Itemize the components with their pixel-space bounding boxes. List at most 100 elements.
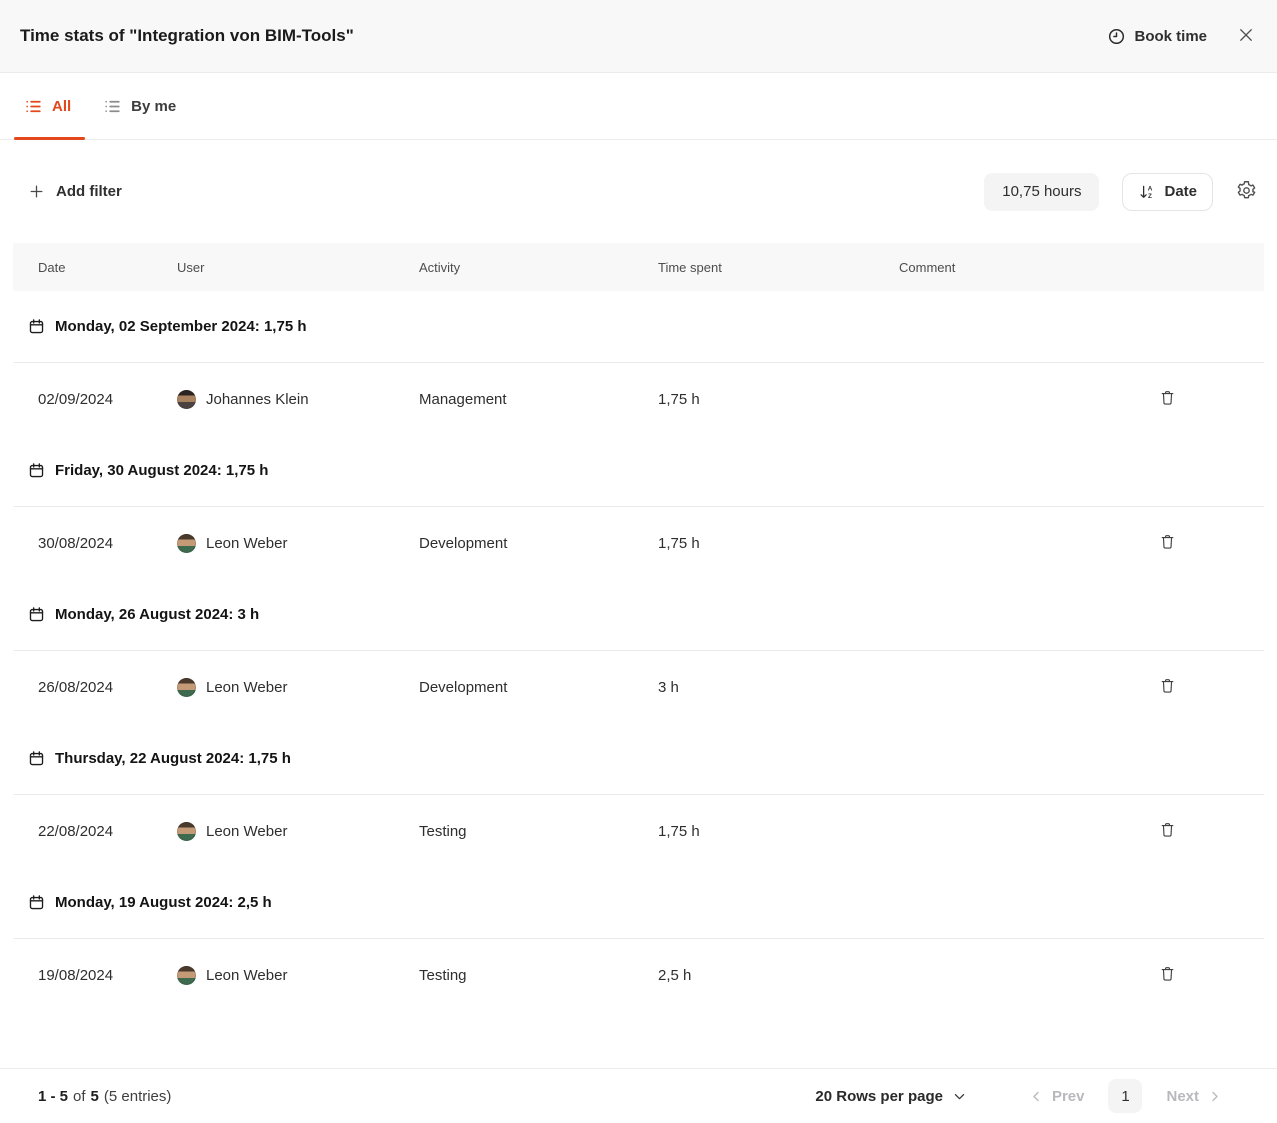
delete-entry-button[interactable] bbox=[1155, 385, 1180, 413]
date-group-label: Friday, 30 August 2024: 1,75 h bbox=[55, 462, 269, 479]
column-header-activity: Activity bbox=[419, 259, 461, 275]
date-group-header: Thursday, 22 August 2024: 1,75 h bbox=[13, 723, 1264, 795]
list-icon bbox=[103, 97, 122, 116]
rows-per-page-select[interactable]: 20 Rows per page bbox=[809, 1087, 973, 1106]
pager-zone: 20 Rows per page Prev 1 Next bbox=[809, 1079, 1222, 1113]
entry-activity: Testing bbox=[419, 966, 467, 984]
page-number-button[interactable]: 1 bbox=[1108, 1079, 1143, 1113]
date-group-label: Thursday, 22 August 2024: 1,75 h bbox=[55, 750, 291, 767]
entry-activity: Management bbox=[419, 390, 507, 408]
user-name: Johannes Klein bbox=[206, 390, 309, 408]
entry-user: Leon Weber bbox=[177, 677, 419, 697]
entry-user: Leon Weber bbox=[177, 533, 419, 553]
pager: Prev 1 Next bbox=[1029, 1079, 1222, 1113]
entry-date: 02/09/2024 bbox=[38, 390, 114, 408]
trash-icon bbox=[1159, 821, 1176, 838]
delete-entry-button[interactable] bbox=[1155, 961, 1180, 989]
tab-all-label: All bbox=[52, 97, 72, 115]
user-name: Leon Weber bbox=[206, 966, 288, 984]
entry-time-spent: 2,5 h bbox=[658, 966, 692, 984]
tab-by-me-label: By me bbox=[131, 97, 177, 115]
list-icon bbox=[24, 97, 43, 116]
chevron-down-icon bbox=[952, 1089, 967, 1104]
entry-user: Leon Weber bbox=[177, 965, 419, 985]
add-filter-label: Add filter bbox=[56, 183, 122, 200]
total-hours-badge: 10,75 hours bbox=[984, 172, 1100, 211]
results-summary: 1 - 5 of 5 (5 entries) bbox=[38, 1088, 171, 1105]
svg-text:A: A bbox=[1148, 185, 1153, 192]
column-header-comment: Comment bbox=[899, 259, 956, 275]
column-header-time-spent: Time spent bbox=[658, 259, 722, 275]
header-actions: Book time bbox=[1107, 26, 1255, 47]
date-group-label: Monday, 26 August 2024: 3 h bbox=[55, 606, 260, 623]
calendar-icon bbox=[28, 318, 45, 335]
prev-label: Prev bbox=[1051, 1087, 1085, 1105]
sort-label: Date bbox=[1164, 183, 1197, 200]
calendar-icon bbox=[28, 462, 45, 479]
entry-time-spent: 1,75 h bbox=[658, 390, 700, 408]
trash-icon bbox=[1159, 677, 1176, 694]
table-header-row: Date User Activity Time spent Comment bbox=[13, 243, 1264, 291]
trash-icon bbox=[1159, 965, 1176, 982]
entry-date: 26/08/2024 bbox=[38, 678, 114, 696]
table-body: Monday, 02 September 2024: 1,75 h 02/09/2… bbox=[13, 291, 1264, 1011]
entry-date: 30/08/2024 bbox=[38, 534, 114, 552]
rows-per-page-label: 20 Rows per page bbox=[815, 1087, 943, 1105]
entry-user: Leon Weber bbox=[177, 821, 419, 841]
delete-entry-button[interactable] bbox=[1155, 529, 1180, 557]
next-page-button[interactable]: Next bbox=[1166, 1088, 1222, 1105]
column-header-date: Date bbox=[38, 259, 66, 275]
user-name: Leon Weber bbox=[206, 822, 288, 840]
entry-activity: Development bbox=[419, 678, 508, 696]
date-group-label: Monday, 19 August 2024: 2,5 h bbox=[55, 894, 272, 911]
avatar bbox=[177, 677, 196, 697]
time-entry-row: 26/08/2024 Leon Weber Development 3 h bbox=[13, 651, 1264, 723]
add-filter-button[interactable]: Add filter bbox=[28, 183, 122, 200]
chevron-right-icon bbox=[1207, 1089, 1222, 1104]
trash-icon bbox=[1159, 533, 1176, 550]
avatar bbox=[177, 821, 196, 841]
tab-by-me[interactable]: By me bbox=[103, 73, 176, 139]
date-group-header: Monday, 02 September 2024: 1,75 h bbox=[13, 291, 1264, 363]
time-entry-row: 19/08/2024 Leon Weber Testing 2,5 h bbox=[13, 939, 1264, 1011]
modal-header: Time stats of "Integration von BIM-Tools… bbox=[0, 0, 1277, 73]
page-title: Time stats of "Integration von BIM-Tools… bbox=[20, 26, 354, 45]
book-time-label: Book time bbox=[1134, 27, 1207, 45]
summary-total: 5 bbox=[90, 1087, 99, 1105]
entry-activity: Testing bbox=[419, 822, 467, 840]
time-entry-row: 02/09/2024 Johannes Klein Management 1,75 h bbox=[13, 363, 1264, 435]
entry-time-spent: 3 h bbox=[658, 678, 679, 696]
svg-text:Z: Z bbox=[1148, 193, 1152, 200]
pagination-bar: 1 - 5 of 5 (5 entries) 20 Rows per page … bbox=[0, 1068, 1277, 1123]
delete-entry-button[interactable] bbox=[1155, 817, 1180, 845]
time-entries-table: Date User Activity Time spent Comment Mo… bbox=[13, 243, 1264, 1068]
close-icon[interactable] bbox=[1237, 26, 1255, 47]
date-group-header: Monday, 19 August 2024: 2,5 h bbox=[13, 867, 1264, 939]
entry-time-spent: 1,75 h bbox=[658, 822, 700, 840]
date-group-label: Monday, 02 September 2024: 1,75 h bbox=[55, 318, 307, 335]
column-header-user: User bbox=[177, 259, 205, 275]
entry-time-spent: 1,75 h bbox=[658, 534, 700, 552]
gear-icon[interactable] bbox=[1236, 180, 1257, 204]
time-entry-row: 22/08/2024 Leon Weber Testing 1,75 h bbox=[13, 795, 1264, 867]
prev-page-button[interactable]: Prev bbox=[1029, 1087, 1085, 1105]
avatar bbox=[177, 533, 196, 553]
entry-date: 22/08/2024 bbox=[38, 822, 114, 840]
date-group-header: Monday, 26 August 2024: 3 h bbox=[13, 579, 1264, 651]
book-time-button[interactable]: Book time bbox=[1107, 27, 1207, 46]
next-label: Next bbox=[1166, 1087, 1199, 1105]
tab-all[interactable]: All bbox=[13, 73, 86, 140]
calendar-icon bbox=[28, 750, 45, 767]
calendar-icon bbox=[28, 606, 45, 623]
chevron-left-icon bbox=[1029, 1089, 1044, 1104]
tab-bar: All By me bbox=[0, 73, 1277, 140]
summary-range: 1 - 5 bbox=[38, 1087, 69, 1105]
trash-icon bbox=[1159, 389, 1176, 406]
plus-icon bbox=[28, 183, 45, 200]
delete-entry-button[interactable] bbox=[1155, 673, 1180, 701]
